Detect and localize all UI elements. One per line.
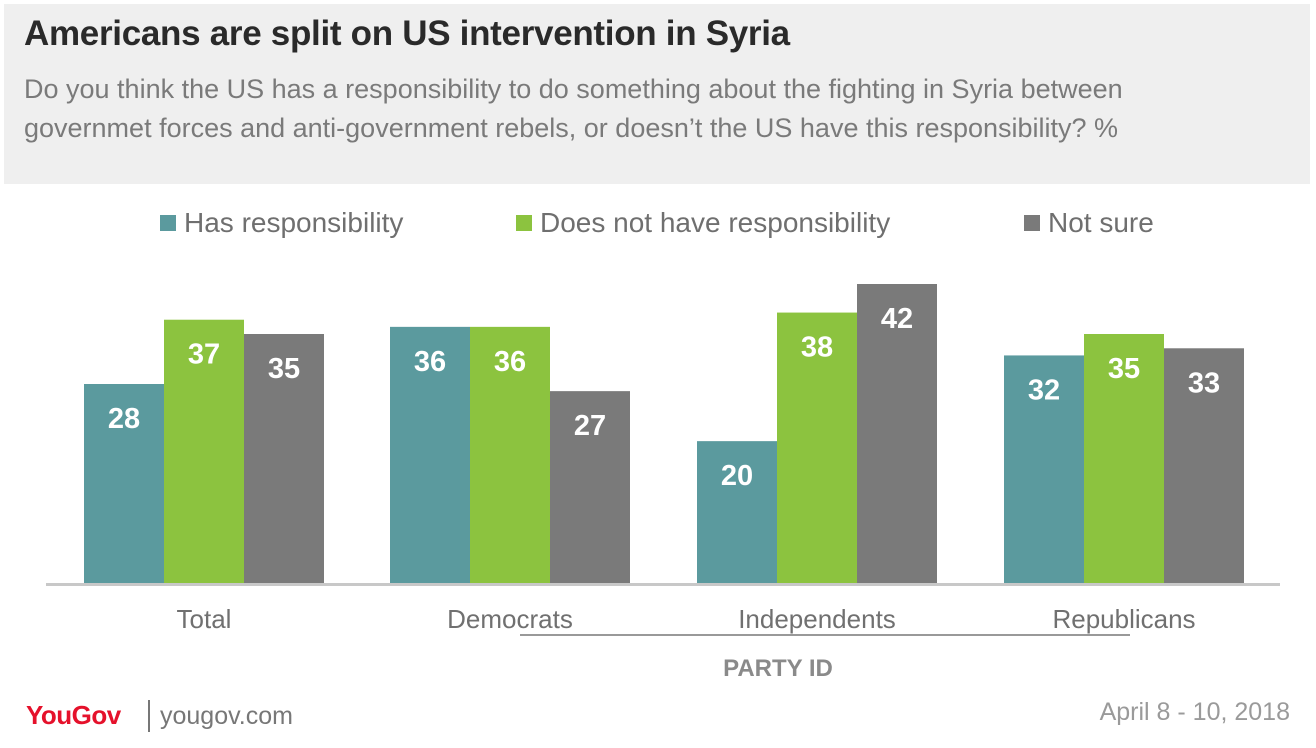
x-tick-label: Republicans [1052, 604, 1195, 634]
legend-item-does-not-have-responsibility: Does not have responsibility [516, 205, 890, 241]
bar-value-label: 33 [1188, 367, 1220, 399]
footer-divider [148, 700, 150, 732]
bar [1004, 355, 1084, 584]
bar [550, 391, 630, 584]
x-axis-baseline [46, 583, 1280, 586]
bar [697, 441, 777, 584]
bar-value-label: 38 [801, 332, 833, 364]
legend-label: Does not have responsibility [540, 207, 891, 238]
bar-value-label: 32 [1028, 374, 1060, 406]
bar-value-label: 36 [414, 346, 446, 378]
legend-item-not-sure: Not sure [1024, 205, 1154, 241]
legend-swatch [1024, 215, 1040, 231]
bar [390, 326, 470, 584]
survey-date: April 8 - 10, 2018 [1099, 698, 1290, 726]
bar-value-label: 42 [881, 303, 913, 335]
chart-subtitle: Do you think the US has a responsibility… [24, 74, 1123, 143]
header-panel [4, 4, 1310, 184]
bar-value-label: 37 [188, 339, 220, 371]
legend-item-has-responsibility: Has responsibility [160, 205, 403, 241]
bar-value-label: 20 [721, 460, 753, 492]
bar-value-label: 35 [1108, 353, 1140, 385]
bar [1164, 348, 1244, 584]
bar [470, 326, 550, 584]
group-bracket-line [520, 634, 1130, 636]
yougov-logo: YouGov [26, 700, 121, 730]
chart-title: Americans are split on US intervention i… [24, 14, 790, 53]
x-tick-label: Democrats [447, 604, 573, 634]
bar [164, 319, 244, 584]
bar [244, 334, 324, 584]
bar-value-label: 36 [494, 346, 526, 378]
legend-label: Has responsibility [184, 207, 404, 238]
footer-site: yougov.com [160, 702, 293, 730]
bar [1084, 334, 1164, 584]
x-tick-label: Independents [738, 604, 896, 634]
bar [857, 284, 937, 584]
bar [777, 312, 857, 584]
bar-value-label: 35 [268, 353, 300, 385]
legend-label: Not sure [1048, 207, 1154, 238]
bar [84, 384, 164, 584]
x-tick-label: Total [177, 604, 232, 634]
legend-swatch [160, 215, 176, 231]
legend: Has responsibility Does not have respons… [0, 205, 1316, 241]
bar-value-label: 27 [574, 410, 606, 442]
bar-value-label: 28 [108, 403, 140, 435]
legend-swatch [516, 215, 532, 231]
group-label: PARTY ID [723, 655, 833, 682]
